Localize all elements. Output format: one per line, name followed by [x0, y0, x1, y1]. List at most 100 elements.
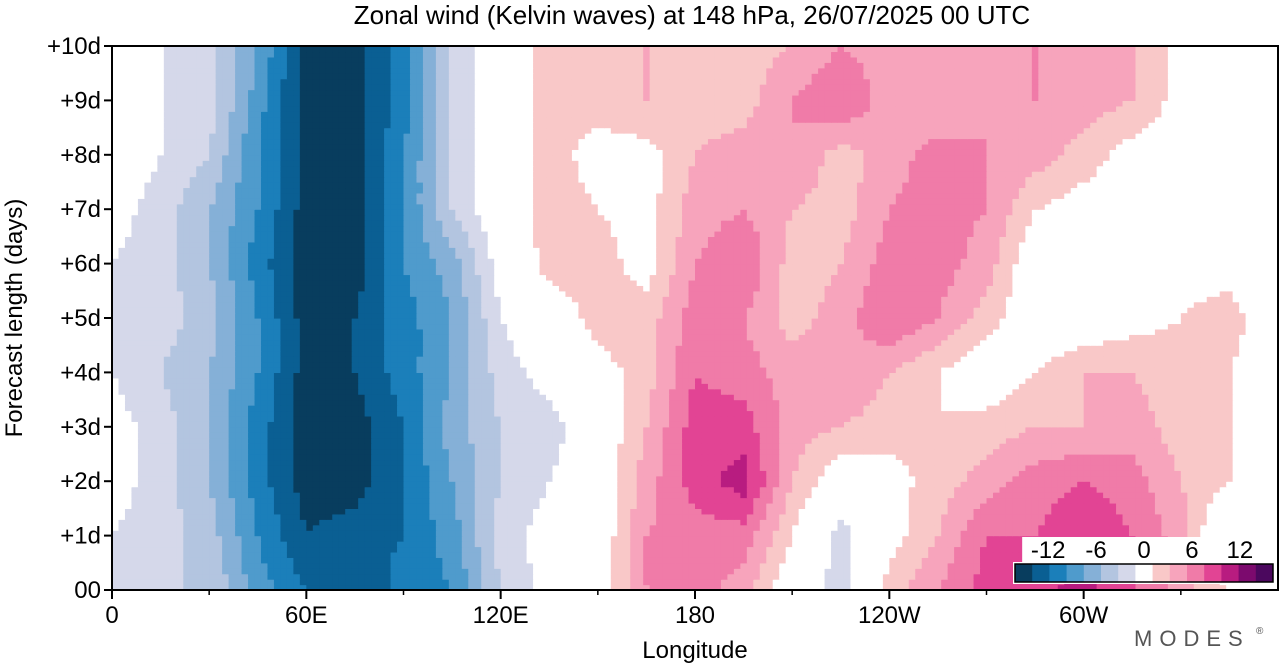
field-cell [675, 551, 683, 558]
field-cell [1245, 502, 1253, 509]
field-cell [1161, 459, 1169, 466]
field-cell [1174, 454, 1182, 461]
field-cell [215, 513, 223, 520]
field-cell [843, 502, 852, 509]
field-cell [779, 530, 787, 537]
field-cell [669, 508, 677, 515]
field-cell [753, 519, 761, 526]
field-cell [1252, 513, 1260, 520]
field-cell [170, 579, 178, 586]
field-cell [248, 464, 256, 471]
field-cell [934, 481, 942, 488]
field-cell [604, 513, 612, 520]
field-cell [856, 513, 865, 520]
field-cell [863, 492, 871, 499]
field-cell [241, 475, 249, 482]
field-cell [1064, 584, 1072, 590]
field-cell [241, 579, 249, 586]
field-cell [604, 546, 612, 553]
field-cell [1148, 475, 1156, 482]
field-cell [189, 535, 197, 542]
field-cell [131, 584, 139, 590]
field-cell [798, 443, 806, 450]
field-cell [170, 459, 178, 466]
field-cell [1226, 448, 1234, 455]
field-cell [254, 448, 262, 455]
field-cell [539, 541, 547, 548]
field-cell [1005, 486, 1014, 493]
field-cell [740, 551, 748, 558]
field-cell [856, 443, 865, 450]
field-cell [960, 546, 968, 553]
field-cell [623, 530, 631, 537]
field-cell [345, 464, 353, 471]
field-cell [850, 535, 858, 542]
field-cell [1219, 530, 1227, 537]
field-cell [591, 513, 599, 520]
field-cell [934, 475, 942, 482]
field-cell [332, 470, 340, 477]
field-cell [176, 551, 184, 558]
field-cell [215, 486, 223, 493]
field-cell [241, 551, 249, 558]
field-cell [546, 573, 554, 580]
field-cell [273, 486, 282, 493]
field-cell [1012, 481, 1020, 488]
field-cell [1265, 557, 1273, 564]
field-cell [448, 530, 456, 537]
field-cell [746, 524, 754, 531]
field-cell [753, 541, 761, 548]
field-cell [701, 541, 709, 548]
field-cell [546, 568, 554, 575]
field-cell [714, 481, 722, 488]
field-cell [163, 508, 171, 515]
field-cell [422, 562, 431, 569]
field-cell [584, 573, 592, 580]
field-cell [157, 535, 165, 542]
field-cell [636, 454, 644, 461]
field-cell [377, 530, 385, 537]
field-cell [196, 568, 204, 575]
field-cell [1154, 524, 1162, 531]
field-cell [170, 541, 178, 548]
field-cell [999, 551, 1007, 558]
field-cell [435, 573, 443, 580]
field-cell [578, 519, 586, 526]
field-cell [325, 464, 333, 471]
field-cell [241, 497, 249, 504]
field-cell [876, 530, 884, 537]
field-cell [267, 448, 275, 455]
field-cell [837, 513, 845, 520]
field-cell [915, 437, 923, 444]
field-cell [1044, 464, 1052, 471]
field-cell [280, 502, 288, 509]
field-cell [895, 497, 903, 504]
field-cell [902, 524, 910, 531]
field-cell [189, 557, 197, 564]
field-cell [941, 475, 949, 482]
field-cell [183, 454, 191, 461]
field-cell [1271, 551, 1278, 558]
field-cell [779, 448, 787, 455]
field-cell [507, 454, 515, 461]
field-cell [869, 470, 877, 477]
field-cell [740, 513, 748, 520]
field-cell [345, 454, 353, 461]
field-cell [1219, 519, 1227, 526]
field-cell [163, 541, 171, 548]
field-cell [513, 448, 521, 455]
field-cell [422, 470, 431, 477]
field-cell [507, 562, 515, 569]
field-cell [1232, 443, 1240, 450]
field-cell [299, 464, 307, 471]
field-cell [675, 584, 683, 590]
field-cell [222, 513, 230, 520]
field-cell [811, 486, 819, 493]
field-cell [992, 448, 1001, 455]
field-cell [960, 524, 968, 531]
field-cell [513, 562, 521, 569]
field-cell [183, 464, 191, 471]
field-cell [435, 530, 443, 537]
field-cell [507, 459, 515, 466]
field-cell [494, 454, 502, 461]
